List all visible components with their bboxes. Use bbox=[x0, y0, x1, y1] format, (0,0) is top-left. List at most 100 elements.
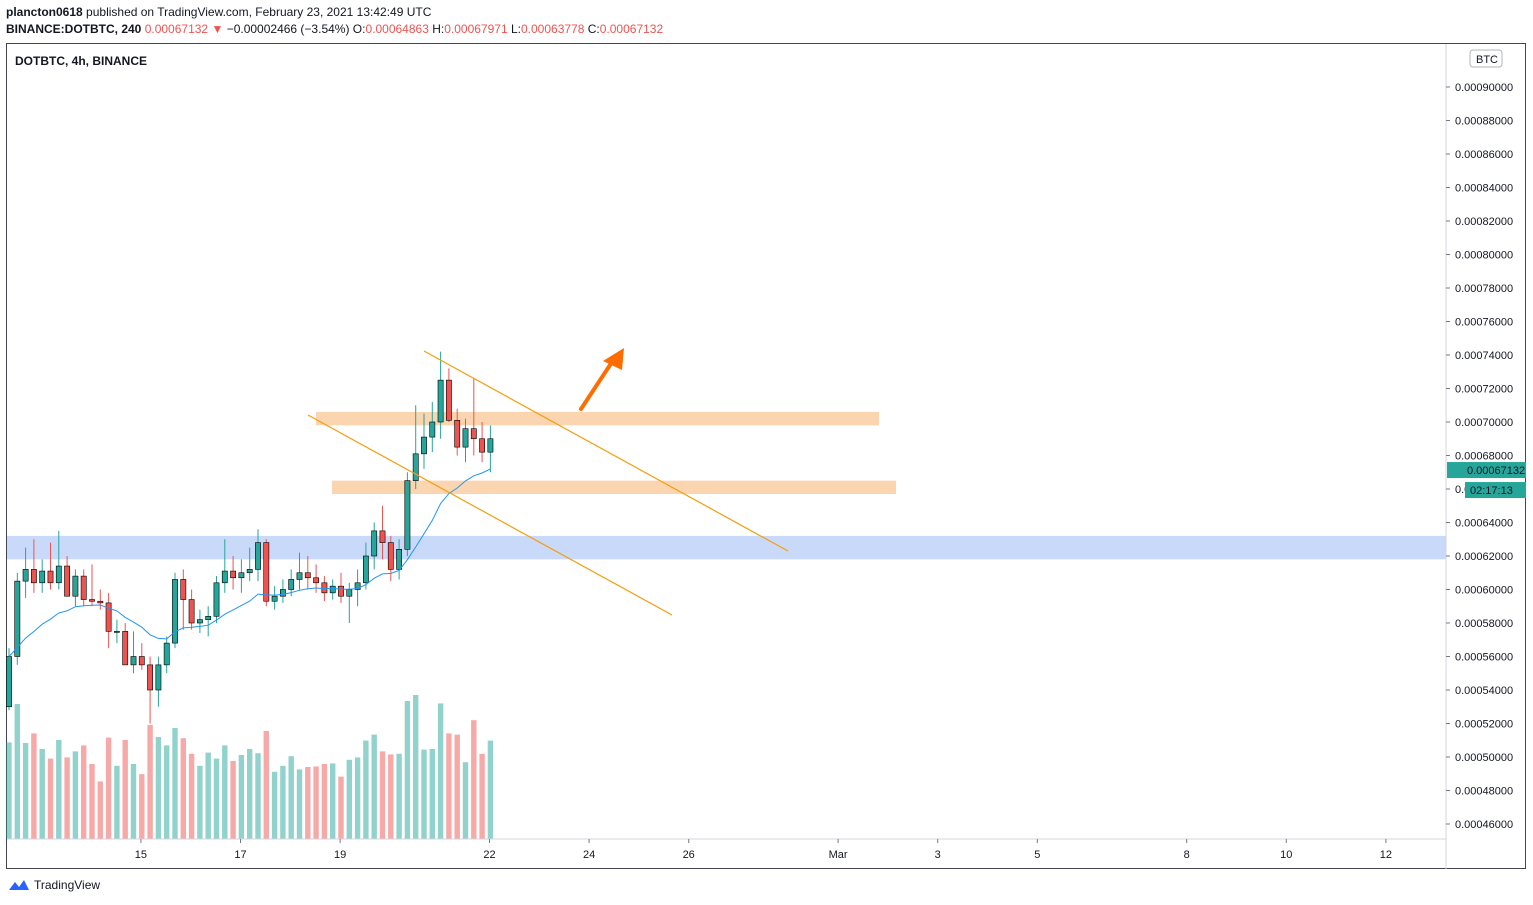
volume-bar bbox=[56, 740, 62, 839]
candle[interactable] bbox=[354, 569, 361, 607]
breakout-arrow[interactable] bbox=[579, 360, 614, 411]
candle[interactable] bbox=[172, 572, 178, 649]
candle[interactable] bbox=[39, 559, 46, 593]
candle[interactable] bbox=[147, 656, 153, 724]
candle[interactable] bbox=[97, 589, 104, 610]
price-tick-label: 0.00074000 bbox=[1455, 350, 1513, 362]
candle[interactable] bbox=[213, 576, 220, 623]
ohlc-bar: BINANCE:DOTBTC, 240 0.00067132 ▼ −0.0000… bbox=[6, 22, 663, 36]
support-zone[interactable] bbox=[7, 535, 1446, 560]
time-tick-label: 19 bbox=[334, 849, 346, 861]
candle[interactable] bbox=[437, 351, 444, 439]
candle-body bbox=[263, 542, 270, 602]
candle[interactable] bbox=[255, 529, 261, 582]
channel-upper-trendline[interactable] bbox=[423, 350, 789, 552]
volume-bar bbox=[421, 749, 427, 839]
candle[interactable] bbox=[238, 559, 245, 593]
candle[interactable] bbox=[296, 552, 303, 590]
pivot-zone[interactable] bbox=[332, 480, 896, 495]
candle[interactable] bbox=[479, 422, 485, 463]
candle[interactable] bbox=[445, 368, 452, 422]
candle[interactable] bbox=[155, 656, 162, 707]
candle[interactable] bbox=[279, 579, 286, 603]
candle[interactable] bbox=[64, 556, 70, 597]
candle[interactable] bbox=[138, 643, 145, 670]
volume-bar bbox=[305, 767, 311, 839]
volume-bar bbox=[487, 740, 494, 839]
candle[interactable] bbox=[396, 539, 402, 580]
channel-lower-trendline[interactable] bbox=[307, 414, 673, 616]
publisher-name[interactable]: plancton0618 bbox=[6, 5, 83, 19]
candle[interactable] bbox=[114, 619, 120, 644]
candle[interactable] bbox=[105, 592, 112, 649]
candle[interactable] bbox=[421, 413, 427, 469]
candle[interactable] bbox=[80, 569, 87, 607]
candle[interactable] bbox=[263, 539, 270, 607]
volume-bar bbox=[404, 701, 411, 839]
candle[interactable] bbox=[89, 564, 95, 607]
candle-body bbox=[404, 480, 411, 550]
volume-bar bbox=[429, 749, 435, 839]
candle[interactable] bbox=[412, 405, 419, 489]
candle-body bbox=[279, 589, 286, 597]
candle[interactable] bbox=[387, 535, 394, 582]
price-tick-label: 0.00068000 bbox=[1455, 451, 1513, 463]
candle[interactable] bbox=[288, 569, 295, 597]
candle[interactable] bbox=[362, 542, 369, 590]
candle[interactable] bbox=[230, 556, 236, 590]
candle[interactable] bbox=[379, 505, 386, 560]
candle[interactable] bbox=[371, 522, 378, 570]
candle[interactable] bbox=[462, 418, 469, 463]
candle[interactable] bbox=[130, 631, 137, 674]
price-tick-label: 0.00086000 bbox=[1455, 149, 1513, 161]
candle[interactable] bbox=[14, 572, 21, 665]
candle[interactable] bbox=[180, 569, 187, 630]
resistance-zone[interactable] bbox=[316, 411, 879, 426]
candle[interactable] bbox=[122, 623, 129, 666]
published-text: published on TradingView.com, February 2… bbox=[86, 5, 432, 19]
candle-body bbox=[487, 438, 494, 453]
candle[interactable] bbox=[22, 547, 29, 598]
volume-bar bbox=[222, 745, 228, 839]
candle[interactable] bbox=[470, 378, 477, 456]
candle[interactable] bbox=[47, 542, 54, 590]
candle[interactable] bbox=[72, 569, 79, 607]
candle[interactable] bbox=[205, 606, 212, 637]
candle[interactable] bbox=[246, 547, 253, 582]
candle[interactable] bbox=[487, 425, 494, 473]
price-change: −0.00002466 (−3.54%) bbox=[226, 22, 350, 36]
candle[interactable] bbox=[30, 539, 37, 593]
price-tick-label: 0.00072000 bbox=[1455, 384, 1513, 396]
candle-body bbox=[304, 572, 311, 579]
candle-body bbox=[197, 619, 203, 624]
candle[interactable] bbox=[429, 401, 436, 453]
candle[interactable] bbox=[221, 539, 228, 593]
candle[interactable] bbox=[197, 609, 203, 634]
countdown-tag-label: 02:17:13 bbox=[1470, 485, 1513, 497]
candle[interactable] bbox=[338, 572, 344, 603]
candle[interactable] bbox=[304, 556, 311, 590]
candle[interactable] bbox=[404, 472, 411, 556]
candle[interactable] bbox=[271, 586, 278, 610]
currency-badge-label: BTC bbox=[1476, 54, 1498, 66]
volume-bar bbox=[47, 758, 54, 839]
high-label: H: bbox=[432, 22, 445, 36]
candle[interactable] bbox=[55, 530, 62, 590]
volume-bar bbox=[346, 759, 352, 839]
candle[interactable] bbox=[6, 648, 12, 711]
candle-body bbox=[6, 656, 12, 708]
volume-bar bbox=[247, 749, 253, 839]
candle[interactable] bbox=[188, 589, 195, 630]
volume-bar bbox=[288, 756, 294, 839]
chart-symbol-label[interactable]: DOTBTC, 4h, BINANCE bbox=[15, 54, 147, 68]
candle[interactable] bbox=[329, 579, 336, 600]
candle-body bbox=[371, 530, 378, 557]
candle[interactable] bbox=[454, 408, 461, 456]
time-tick-label: 26 bbox=[683, 849, 695, 861]
tradingview-logo[interactable]: TradingView bbox=[8, 878, 100, 892]
volume-bar bbox=[22, 743, 29, 839]
candle[interactable] bbox=[163, 636, 170, 674]
currency-badge[interactable] bbox=[1469, 49, 1503, 68]
volume-bar bbox=[64, 757, 70, 839]
